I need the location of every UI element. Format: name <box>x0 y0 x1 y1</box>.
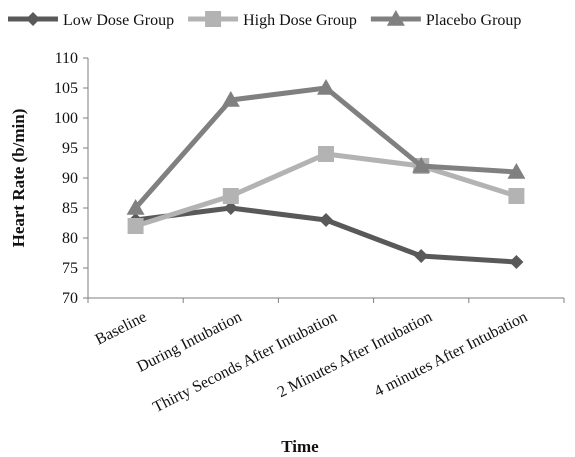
data-point <box>127 218 144 234</box>
y-tick-label: 110 <box>55 50 78 67</box>
legend-entry-placebo-group: Placebo Group <box>370 10 522 29</box>
x-tick-label: 4 minutes After Intubation <box>372 308 531 400</box>
data-point <box>126 199 145 215</box>
legend-marker <box>386 10 405 26</box>
data-point <box>223 201 238 215</box>
legend-marker <box>26 12 40 26</box>
data-point <box>317 79 335 95</box>
data-point <box>319 213 333 227</box>
y-tick-label: 75 <box>62 260 78 277</box>
data-point <box>412 157 431 173</box>
y-tick-label: 70 <box>62 290 78 307</box>
x-tick-label: Thirty Seconds After Intubation <box>150 308 339 416</box>
legend-entry-low-dose-group: Low Dose Group <box>8 12 174 29</box>
legend-label: Low Dose Group <box>63 12 174 29</box>
data-point <box>507 163 526 179</box>
data-point <box>414 249 429 263</box>
data-point <box>509 255 524 269</box>
series-placebo-group <box>126 79 526 215</box>
y-tick-label: 95 <box>62 140 78 157</box>
legend-label: High Dose Group <box>243 12 357 29</box>
y-tick-label: 85 <box>62 200 78 217</box>
legend-label: Placebo Group <box>426 12 522 29</box>
y-axis: 70 75 80 85 90 95 100 105 110 <box>54 50 89 307</box>
legend-entry-high-dose-group: High Dose Group <box>188 11 357 29</box>
data-point <box>318 146 334 162</box>
data-point <box>221 91 240 107</box>
y-tick-label: 105 <box>54 80 78 97</box>
legend: Low Dose Group High Dose Group Placebo Gro… <box>8 10 521 29</box>
x-axis-title: Time <box>281 437 319 456</box>
y-tick-label: 90 <box>62 170 78 187</box>
y-tick-label: 100 <box>54 110 78 127</box>
x-tick-label: Baseline <box>93 308 150 348</box>
y-axis-title: Heart Rate (b/min) <box>9 109 28 248</box>
data-point <box>222 188 239 204</box>
x-tick-label: 2 Minutes After Intubation <box>275 308 435 401</box>
data-point <box>508 188 525 204</box>
y-tick-label: 80 <box>62 230 78 247</box>
legend-marker <box>205 11 222 27</box>
series-layer <box>126 79 526 269</box>
